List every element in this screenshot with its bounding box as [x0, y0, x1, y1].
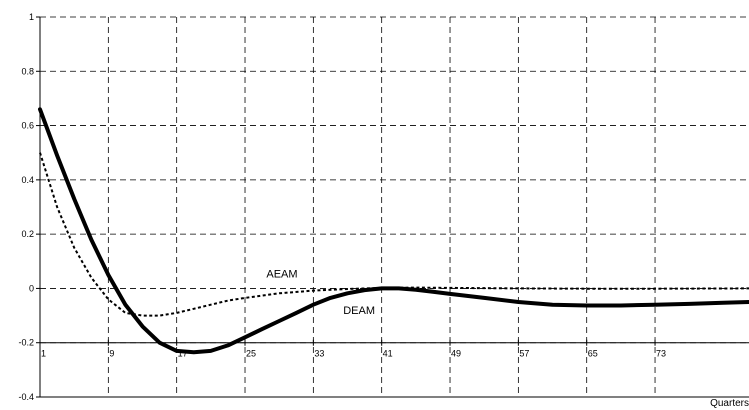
x-tick-label: 41: [383, 349, 393, 359]
x-tick-label: 17: [178, 349, 188, 359]
grid: [40, 16, 749, 397]
series-line-aeam: [39, 152, 749, 317]
y-tick-label: -0.2: [18, 338, 34, 348]
series-label-aeam: AEAM: [266, 269, 297, 281]
x-tick-label: 33: [314, 349, 324, 359]
y-tick-label: 0: [29, 283, 34, 293]
x-tick-label: 73: [656, 349, 666, 359]
series-label-deam: DEAM: [343, 305, 375, 317]
x-tick-label: 49: [451, 349, 461, 359]
y-tick-label: 0.4: [21, 175, 34, 185]
y-tick-label: 0.6: [21, 121, 34, 131]
x-tick-label: 9: [109, 349, 114, 359]
x-axis-title: Quarters: [710, 398, 749, 409]
y-tick-label: 0.2: [21, 229, 34, 239]
x-tick-label: 65: [588, 349, 598, 359]
x-tick-label: 57: [519, 349, 529, 359]
x-tick-label: 1: [41, 349, 46, 359]
y-tick-label: 0.8: [21, 66, 34, 76]
x-tick-label: 25: [246, 349, 256, 359]
y-tick-label: -0.4: [18, 392, 34, 402]
axes: [36, 16, 749, 398]
series-line-deam: [38, 107, 749, 355]
y-tick-label: 1: [29, 12, 34, 22]
series-lines: [38, 107, 749, 355]
labels: 1 0.8 0.6 0.4 0.2 0 -0.2 -0.4 1 9 17 25 33 41 49 57 65 73…: [18, 12, 749, 409]
